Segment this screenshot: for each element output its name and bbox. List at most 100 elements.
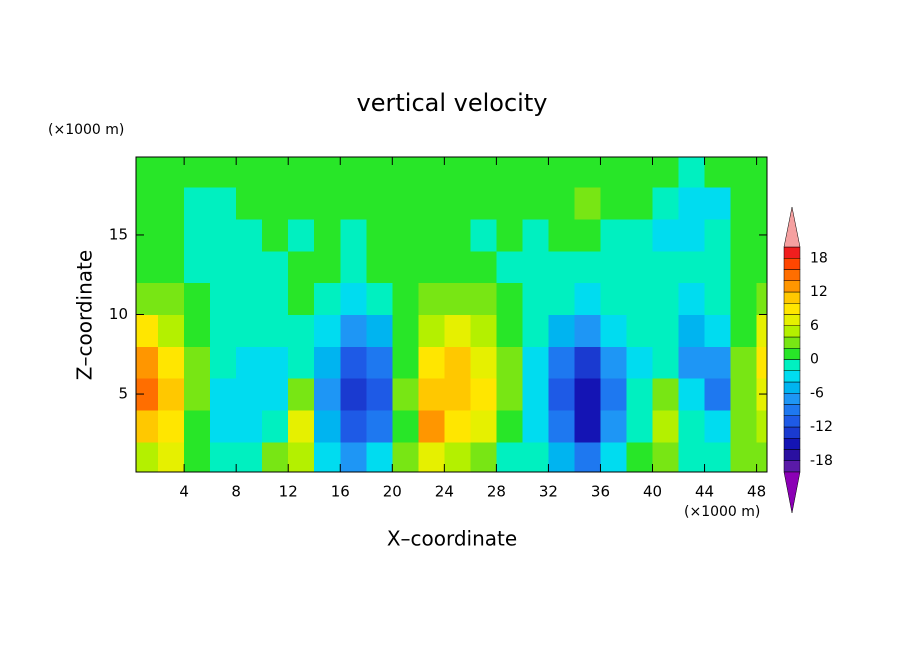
field-cell bbox=[392, 378, 419, 411]
field bbox=[136, 157, 767, 472]
field-cell bbox=[314, 219, 341, 252]
field-cell bbox=[136, 187, 159, 220]
field-cell bbox=[262, 378, 289, 411]
field-cell bbox=[366, 441, 393, 472]
field-cell bbox=[262, 314, 289, 347]
colorbar-under bbox=[783, 471, 801, 514]
field-cell bbox=[730, 250, 758, 284]
x-tick-label: 8 bbox=[231, 483, 241, 501]
field-cell bbox=[418, 219, 445, 252]
field-cell bbox=[678, 157, 706, 188]
field-cell bbox=[314, 282, 341, 315]
field-cell bbox=[730, 187, 758, 220]
field-cell bbox=[366, 282, 393, 315]
field-cell bbox=[678, 378, 706, 411]
field-cell bbox=[730, 314, 758, 347]
field-cell bbox=[496, 314, 523, 347]
field-cell bbox=[626, 187, 654, 220]
field-cell bbox=[392, 282, 419, 315]
field-cell bbox=[184, 441, 211, 472]
field-cell bbox=[522, 441, 549, 472]
field-cell bbox=[136, 282, 159, 315]
field-cell bbox=[210, 441, 237, 472]
field-cell bbox=[444, 282, 471, 315]
field-cell bbox=[136, 157, 159, 188]
field-cell bbox=[136, 378, 159, 411]
field-cell bbox=[470, 250, 497, 284]
field-cell bbox=[184, 346, 211, 379]
field-cell bbox=[522, 187, 549, 220]
field-cell bbox=[600, 346, 627, 379]
x-tick-label: 16 bbox=[331, 483, 350, 501]
field-cell bbox=[522, 282, 549, 315]
field-cell bbox=[756, 441, 767, 472]
field-cell bbox=[470, 409, 497, 443]
field-cell bbox=[158, 409, 185, 443]
field-cell bbox=[210, 346, 237, 379]
field-cell bbox=[340, 378, 367, 411]
field-cell bbox=[288, 187, 315, 220]
field-cell bbox=[704, 157, 732, 188]
field-cell bbox=[574, 378, 601, 411]
field-cell bbox=[470, 219, 497, 252]
field-cell bbox=[496, 378, 523, 411]
field-cell bbox=[496, 157, 523, 188]
field-cell bbox=[574, 187, 601, 220]
field-cell bbox=[522, 219, 549, 252]
field-cell bbox=[470, 282, 497, 315]
field-cell bbox=[392, 409, 419, 443]
colorbar-band bbox=[783, 269, 801, 281]
field-cell bbox=[136, 346, 159, 379]
field-cell bbox=[600, 250, 627, 284]
field-cell bbox=[158, 378, 185, 411]
field-cell bbox=[392, 219, 419, 252]
field-cell bbox=[574, 346, 601, 379]
field-cell bbox=[730, 219, 758, 252]
field-cell bbox=[678, 441, 706, 472]
field-cell bbox=[418, 250, 445, 284]
colorbar-label: -12 bbox=[810, 419, 833, 435]
field-cell bbox=[236, 378, 263, 411]
colorbar-band bbox=[783, 246, 801, 259]
field-cell bbox=[418, 282, 445, 315]
field-cell bbox=[288, 441, 315, 472]
field-cell bbox=[626, 157, 654, 188]
field-cell bbox=[314, 157, 341, 188]
field-cell bbox=[392, 187, 419, 220]
field-cell bbox=[548, 250, 575, 284]
field-cell bbox=[600, 441, 627, 472]
colorbar-band bbox=[783, 258, 801, 270]
field-cell bbox=[262, 157, 289, 188]
field-cell bbox=[184, 378, 211, 411]
field-cell bbox=[184, 187, 211, 220]
field-cell bbox=[236, 187, 263, 220]
field-cell bbox=[444, 187, 471, 220]
field-cell bbox=[574, 282, 601, 315]
field-cell bbox=[262, 346, 289, 379]
colorbar-label: -6 bbox=[810, 385, 824, 401]
field-cell bbox=[548, 314, 575, 347]
field-cell bbox=[288, 219, 315, 252]
x-tick-label: 48 bbox=[747, 483, 766, 501]
field-cell bbox=[522, 314, 549, 347]
field-cell bbox=[340, 282, 367, 315]
field-cell bbox=[470, 314, 497, 347]
field-cell bbox=[600, 219, 627, 252]
field-cell bbox=[366, 187, 393, 220]
field-cell bbox=[340, 441, 367, 472]
colorbar-band bbox=[783, 336, 801, 349]
field-cell bbox=[366, 219, 393, 252]
field-cell bbox=[418, 441, 445, 472]
field-cell bbox=[704, 282, 732, 315]
field-cell bbox=[136, 441, 159, 472]
field-cell bbox=[574, 219, 601, 252]
field-cell bbox=[340, 346, 367, 379]
field-cell bbox=[626, 282, 654, 315]
field-cell bbox=[262, 187, 289, 220]
y-axis-label: Z–coordinate bbox=[73, 250, 97, 380]
field-cell bbox=[470, 378, 497, 411]
field-cell bbox=[470, 441, 497, 472]
field-cell bbox=[184, 157, 211, 188]
field-cell bbox=[522, 409, 549, 443]
